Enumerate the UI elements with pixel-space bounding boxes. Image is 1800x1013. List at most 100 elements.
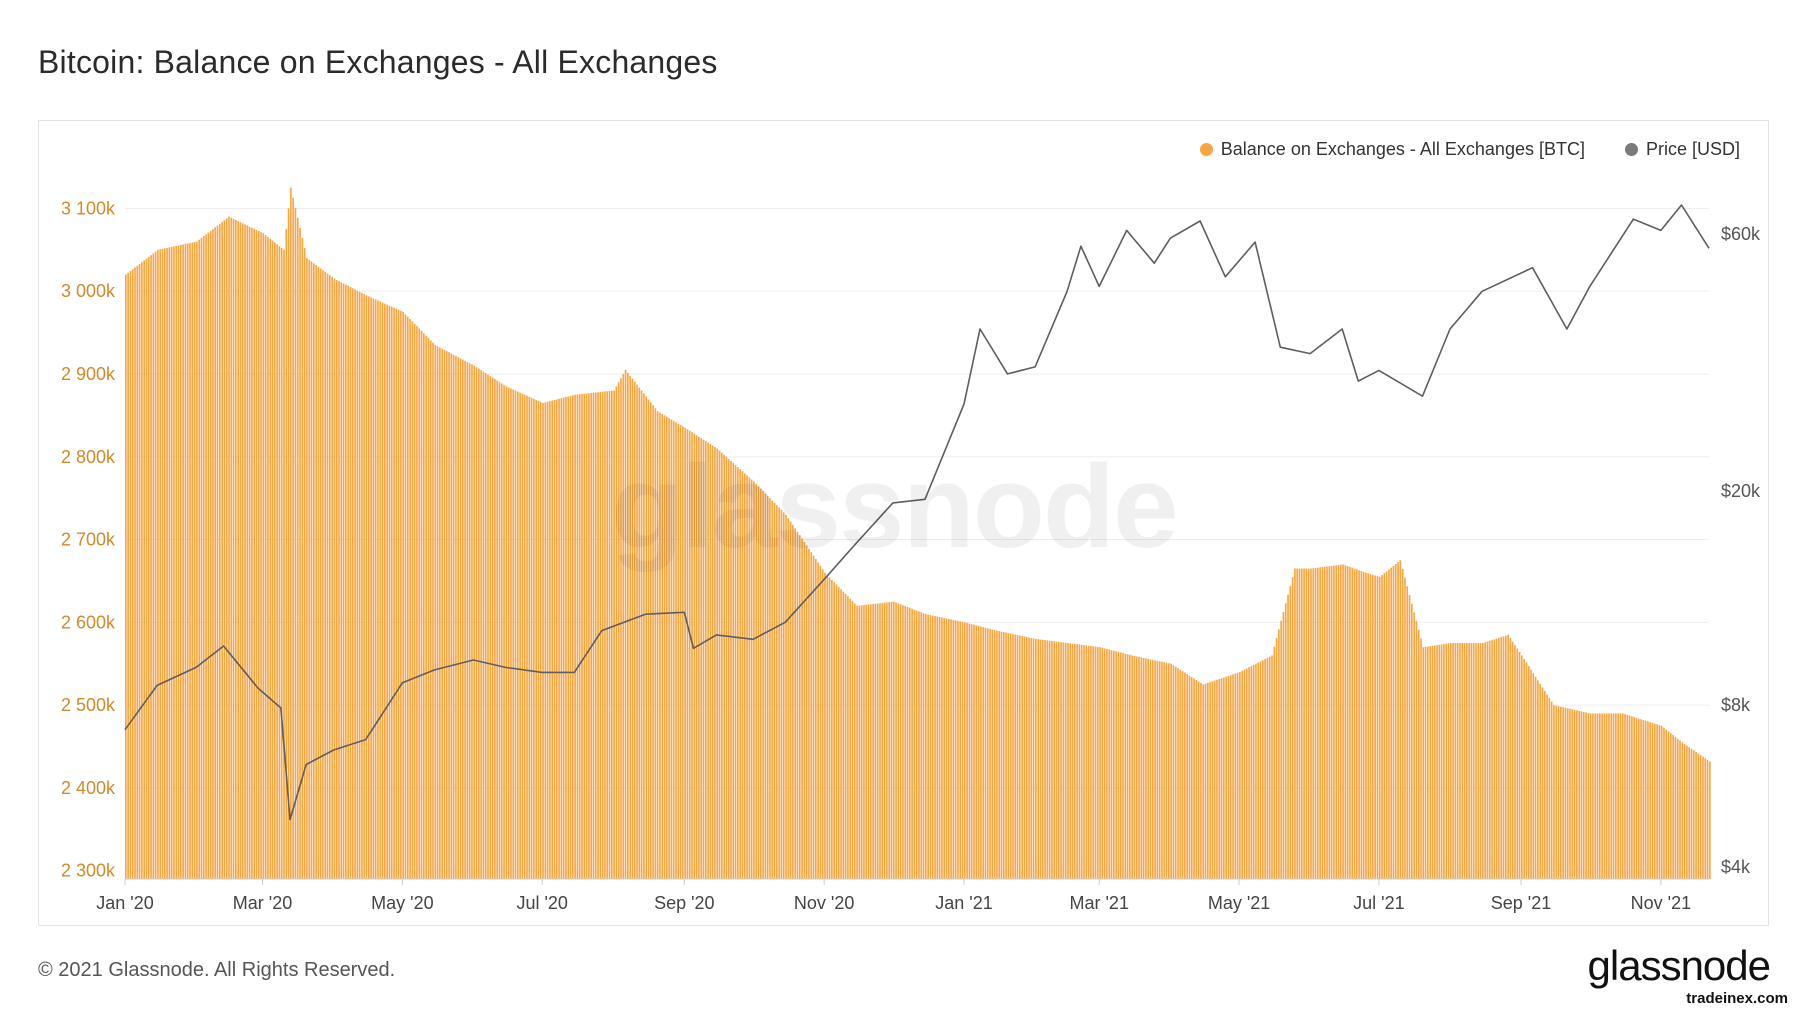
y-left-tick-label: 2 700k [61, 530, 116, 550]
balance-bar [299, 227, 301, 880]
balance-bar [1615, 713, 1617, 879]
balance-bar [1603, 713, 1606, 879]
balance-bar [576, 394, 579, 879]
balance-bar [1280, 620, 1282, 879]
balance-bar [1064, 642, 1067, 879]
balance-bar [1562, 707, 1564, 879]
balance-bar [1420, 638, 1422, 879]
balance-bar [1243, 669, 1246, 879]
balance-bar [968, 623, 971, 879]
balance-bar [984, 627, 987, 879]
balance-bar [1156, 660, 1159, 879]
balance-bar [1440, 644, 1443, 879]
balance-bar [929, 615, 932, 879]
balance-bar [1291, 577, 1294, 879]
balance-bar [1461, 643, 1464, 879]
balance-bar [1500, 637, 1503, 879]
balance-bar [1039, 639, 1042, 879]
balance-bar [1147, 658, 1150, 879]
balance-bar [1653, 723, 1656, 879]
balance-bar [831, 579, 833, 879]
balance-bar [636, 384, 638, 879]
balance-bar [1665, 729, 1668, 879]
balance-bar [991, 629, 994, 879]
balance-bar [280, 247, 283, 879]
x-tick-label: Mar '20 [233, 893, 292, 913]
balance-bar [514, 390, 517, 879]
balance-bar [546, 401, 549, 879]
balance-bar [1131, 655, 1133, 879]
balance-bar [627, 372, 629, 879]
balance-bar [973, 624, 975, 879]
balance-bar [452, 354, 455, 879]
balance-bar [170, 246, 173, 880]
balance-bar [1564, 707, 1567, 879]
balance-bar [1206, 682, 1209, 879]
balance-bar [1092, 646, 1095, 879]
balance-bar [1553, 705, 1555, 879]
balance-bar [918, 611, 920, 879]
balance-bar [182, 244, 184, 879]
balance-bar [686, 429, 689, 879]
balance-bar [840, 589, 842, 879]
balance-bar [858, 605, 861, 879]
balance-bar [1413, 612, 1415, 879]
balance-bar [1103, 648, 1106, 879]
balance-bar [1204, 683, 1207, 879]
balance-bar [1284, 603, 1287, 879]
balance-bar [1372, 574, 1374, 879]
legend-dot-balance [1199, 143, 1213, 156]
balance-bar [379, 301, 382, 879]
balance-bar [1140, 657, 1143, 879]
balance-bar [989, 628, 991, 879]
balance-bar [1580, 711, 1583, 879]
balance-bar [1071, 643, 1074, 879]
balance-bar [1248, 667, 1250, 879]
balance-bar [1035, 638, 1037, 879]
balance-bar [606, 391, 609, 879]
balance-bar [1142, 657, 1145, 879]
balance-bar [952, 619, 955, 879]
balance-bar [1223, 677, 1225, 879]
balance-bar [1394, 563, 1397, 879]
balance-bar [1406, 586, 1409, 879]
balance-bar [1195, 680, 1198, 879]
balance-bar [1438, 644, 1441, 879]
balance-bar [1429, 646, 1431, 879]
legend-item-balance[interactable]: Balance on Exchanges - All Exchanges [BT… [1199, 139, 1585, 160]
balance-bar [620, 378, 622, 879]
balance-bar [473, 365, 476, 879]
x-tick-label: Jul '21 [1353, 893, 1404, 913]
balance-bar [1122, 653, 1124, 879]
balance-bar [1686, 745, 1688, 879]
balance-bar [374, 299, 377, 880]
balance-bar [413, 323, 416, 880]
balance-bar [395, 308, 398, 879]
balance-bar [212, 229, 214, 879]
balance-bar [1264, 659, 1266, 879]
legend-item-price[interactable]: Price [USD] [1624, 139, 1740, 160]
balance-bar [1456, 643, 1459, 879]
balance-bar [1493, 639, 1496, 879]
balance-bar [1241, 670, 1244, 879]
balance-bar [1539, 683, 1542, 879]
balance-bar [184, 243, 187, 879]
balance-bar [748, 477, 751, 879]
balance-bar [574, 394, 576, 879]
balance-bar [1424, 646, 1427, 879]
balance-bar [716, 448, 719, 879]
balance-bar [1298, 568, 1301, 879]
balance-bar [1676, 738, 1679, 879]
balance-bar [1250, 666, 1253, 879]
balance-bar [668, 418, 670, 879]
x-tick-label: Jul '20 [516, 893, 567, 913]
balance-bar [1057, 641, 1060, 879]
balance-bar [276, 244, 278, 880]
balance-bar [1177, 668, 1179, 879]
balance-bar [1612, 713, 1615, 879]
balance-bar [1608, 713, 1610, 879]
balance-bar [196, 241, 198, 880]
balance-bar [1232, 674, 1234, 879]
balance-bar [1278, 629, 1280, 879]
balance-bar [1085, 645, 1088, 879]
